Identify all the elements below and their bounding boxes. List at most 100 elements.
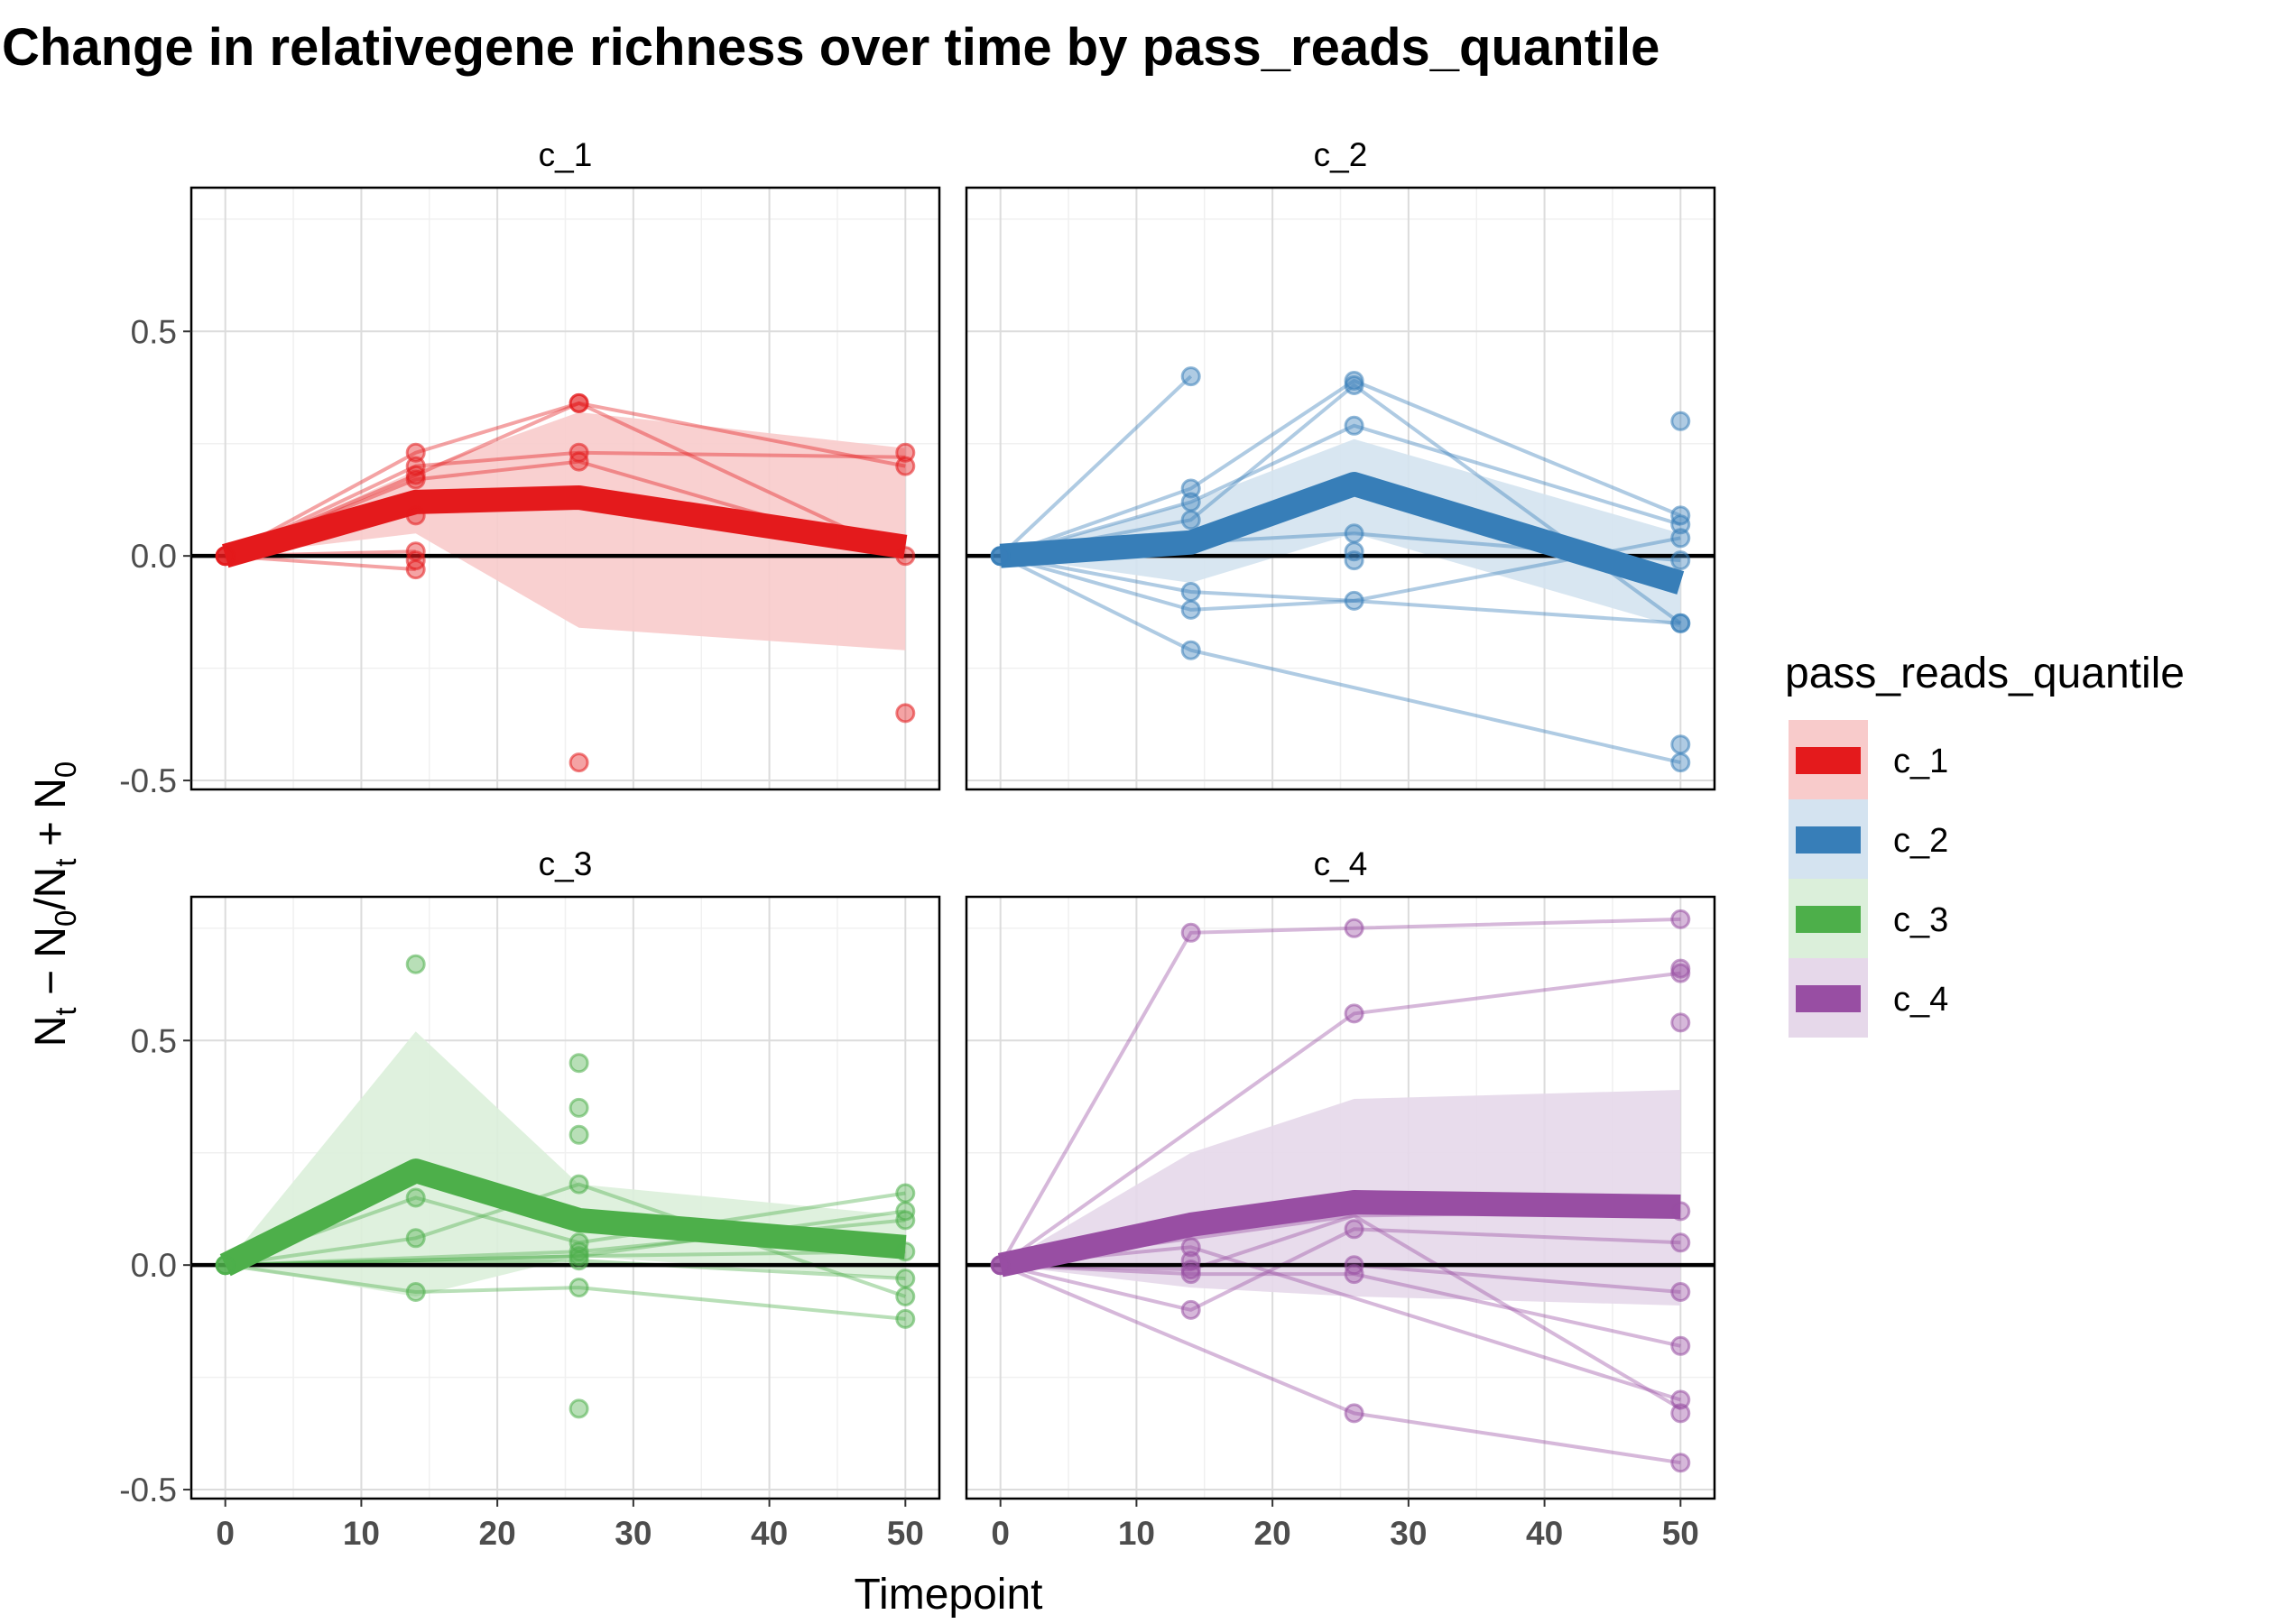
sample-line [1000,378,1682,558]
y-axis-title: Nt − N0/Nt + N0 [27,761,82,1047]
legend-key [1796,985,1861,1012]
data-point [1180,582,1201,602]
sample-line [224,401,906,558]
data-point [1670,514,1691,535]
mean-line [999,472,1685,595]
data-point [895,703,916,724]
data-point [405,559,426,580]
x-tick-label: 30 [1390,1515,1427,1552]
x-tick-label: 0 [991,1515,1010,1552]
data-point [1670,1201,1691,1222]
chart-title: Change in relativegene richness over tim… [2,18,1659,77]
data-point [1344,375,1364,395]
data-point [1180,640,1201,660]
sample-line [225,1250,906,1268]
legend-entry-c_4: c_4 [1789,958,1948,1038]
panel-c_2: c_2 [965,136,1716,791]
legend-entry-c_1: c_1 [1789,720,1948,799]
data-point [1670,613,1691,633]
data-point [568,1278,589,1298]
data-point [1180,1299,1201,1320]
x-tick-label: 40 [751,1515,788,1552]
data-point [895,1308,916,1329]
x-tick-label: 20 [479,1515,516,1552]
panel-border [965,186,1716,791]
data-point [1344,1219,1364,1240]
x-tick-label: 50 [887,1515,924,1552]
x-tick-label: 20 [1254,1515,1291,1552]
data-point [1670,752,1691,773]
y-axis-title-part: /N [27,867,75,910]
data-point [405,954,426,974]
y-axis-title-part: 0 [49,910,82,927]
data-point [1180,1264,1201,1285]
data-point [1344,1003,1364,1024]
data-point [405,469,426,490]
data-point [1670,734,1691,755]
y-axis-title-part: t [49,858,82,866]
data-point [1344,590,1364,611]
y-tick-label: 0.0 [131,1247,177,1284]
sample-line [1000,1227,1681,1313]
data-point [568,1250,589,1271]
sample-line [998,917,1681,1267]
legend-title: pass_reads_quantile [1785,650,2185,697]
data-point [215,546,236,567]
facet-label: c_3 [539,845,593,882]
panel-c_4: c_4 0 10 20 30 40 50 [965,845,1716,1552]
data-point [1670,550,1691,571]
y-axis-title-part: + N [27,778,75,858]
data-point [895,1183,916,1204]
mean-line [222,485,908,568]
facet-label: c_4 [1314,845,1368,882]
y-axis-title-part: − N [27,927,75,1007]
data-point [568,1398,589,1419]
y-axis-title-part: 0 [49,761,82,778]
sample-line [1000,1213,1682,1411]
data-point [1344,1403,1364,1424]
data-point [215,1255,236,1276]
data-point [568,1174,589,1195]
panels: c_1 -0.5 0.0 0.5 c_2 c_3 -0.5 0.0 0.5 0 10 20 30 40 50… [119,136,1716,1552]
legend-key [1796,747,1861,774]
data-point [1344,918,1364,938]
data-point [1670,1389,1691,1410]
x-tick-label: 10 [1118,1515,1155,1552]
y-axis-title-part: t [49,1007,82,1015]
data-point [1670,909,1691,929]
data-point [405,505,426,526]
facet-label: c_2 [1314,136,1368,173]
legend-entry-c_2: c_2 [1789,799,1948,879]
sample-line [999,971,1681,1267]
data-point [1670,1403,1691,1424]
data-point [568,392,589,413]
sample-line [1000,1263,1681,1348]
data-point [405,1228,426,1249]
data-point [895,442,916,463]
panel-border [190,186,941,791]
sample-line [1000,554,1681,625]
data-point [895,1287,916,1306]
confidence-ribbon [1000,438,1681,628]
confidence-ribbon [225,411,906,651]
facet-label: c_1 [539,136,593,173]
mean-line [997,1190,1681,1278]
panel-c_3: c_3 -0.5 0.0 0.5 0 10 20 30 40 50 [119,845,941,1552]
sample-line [999,1263,1681,1465]
panel-border [965,895,1716,1500]
y-axis-title-part: N [27,1016,75,1047]
data-point [1180,599,1201,620]
data-point [1344,415,1364,436]
legend-entry-c_3: c_3 [1789,879,1948,958]
data-point [1670,963,1691,983]
legend-label: c_1 [1893,743,1948,780]
legend-label: c_4 [1893,981,1948,1019]
data-point [568,1053,589,1074]
y-tick-label: 0.5 [131,313,177,350]
legend-label: c_2 [1893,822,1948,860]
y-tick-label: 0.5 [131,1022,177,1059]
data-point [405,1187,426,1208]
sample-line [999,374,1193,558]
data-point [568,1097,589,1118]
